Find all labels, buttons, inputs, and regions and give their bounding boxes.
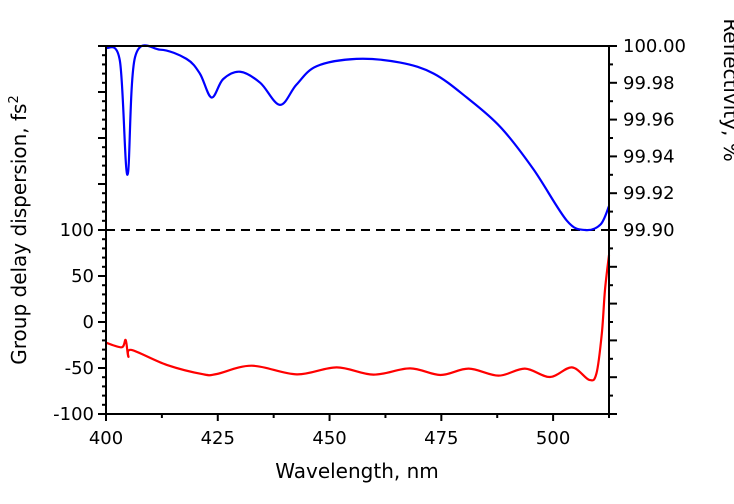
y-left-tick-label: -50 [65,358,94,379]
reflectivity-series-line [105,44,611,232]
y-left-tick-label: -100 [53,404,94,425]
x-axis-label: Wavelength, nm [275,459,439,483]
x-tick-label: 500 [536,428,570,449]
y-right-tick-label: 99.98 [623,73,675,94]
y-left-tick-label: 100 [60,220,94,241]
y-left-tick-label: 0 [83,312,94,333]
y-right-tick-label: 99.96 [623,110,675,131]
y-right-tick-label: 100.00 [623,36,686,57]
x-tick-label: 425 [201,428,235,449]
y-right-tick-label: 99.92 [623,183,675,204]
x-tick-label: 475 [424,428,458,449]
y-right-tick-label: 99.94 [623,146,675,167]
gdd-series-line [105,254,611,382]
x-tick-label: 400 [89,428,123,449]
y-left-tick-label: 50 [71,266,94,287]
y-left-axis-label: Group delay dispersion, fs2 [7,95,31,365]
y-right-axis-label: Reflectivity, % [719,18,734,161]
x-tick-label: 450 [312,428,346,449]
y-right-tick-label: 99.90 [623,220,675,241]
